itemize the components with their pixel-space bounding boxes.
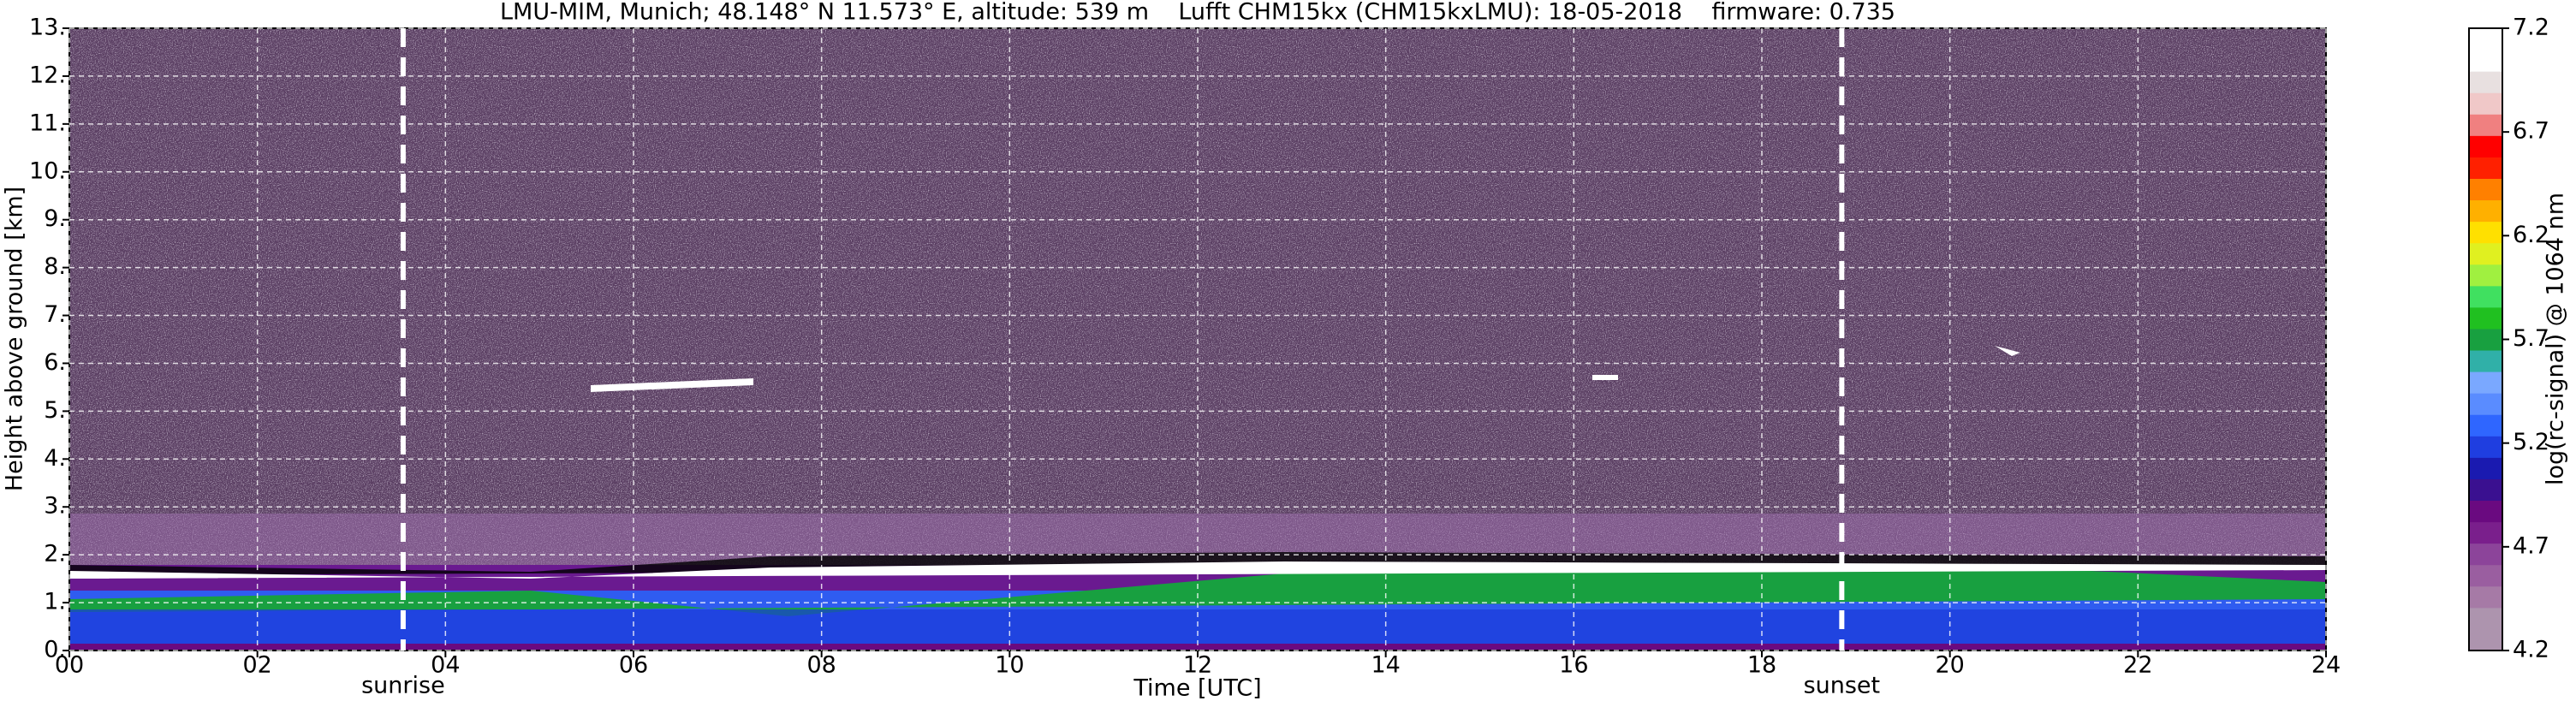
colorbar-label: log(rc-signal) @ 1064 nm — [2543, 193, 2569, 485]
colorbar-swatch — [2469, 500, 2502, 523]
colorbar-swatch — [2469, 457, 2502, 479]
colorbar-swatch — [2469, 199, 2502, 223]
colorbar-swatch — [2469, 285, 2502, 308]
colorbar-swatch — [2469, 50, 2502, 72]
y-tick-label: 2. — [44, 541, 66, 567]
annotation-label: sunset — [1804, 673, 1881, 699]
colorbar-swatch — [2469, 71, 2502, 93]
colorbar-tick-label: 6.2 — [2513, 222, 2549, 248]
x-tick-label: 20 — [1935, 652, 1964, 679]
x-tick-label: 22 — [2123, 652, 2152, 679]
colorbar-swatch — [2469, 135, 2502, 157]
x-tick-label: 06 — [619, 652, 648, 679]
colorbar-swatch — [2469, 264, 2502, 287]
colorbar-swatch — [2469, 242, 2502, 265]
colorbar-swatch — [2469, 478, 2502, 502]
colorbar-swatch — [2469, 628, 2502, 651]
y-tick-label: 8. — [44, 253, 66, 280]
colorbar-tick-label: 4.2 — [2513, 637, 2549, 663]
y-axis-label: Height above ground [km] — [2, 187, 28, 491]
y-tick-label: 13. — [29, 15, 66, 41]
colorbar-swatch — [2469, 607, 2502, 630]
x-tick-label: 04 — [431, 652, 460, 679]
x-tick-label: 16 — [1559, 652, 1588, 679]
colorbar-tick-label: 7.2 — [2513, 15, 2549, 41]
colorbar-tick-label: 6.7 — [2513, 118, 2549, 145]
colorbar-swatch — [2469, 350, 2502, 372]
y-tick-label: 6. — [44, 349, 66, 376]
colorbar-swatch — [2469, 28, 2502, 50]
colorbar-swatch — [2469, 564, 2502, 587]
colorbar-swatch — [2469, 414, 2502, 437]
annotation-label: sunrise — [361, 673, 445, 699]
y-tick-label: 7. — [44, 301, 66, 328]
colorbar-tick-label: 4.7 — [2513, 532, 2549, 559]
x-tick-label: 10 — [995, 652, 1024, 679]
y-tick-label: 10. — [29, 157, 66, 184]
x-tick-label: 12 — [1183, 652, 1212, 679]
colorbar-swatch — [2469, 221, 2502, 244]
colorbar-swatch — [2469, 92, 2502, 115]
y-tick-label: 11. — [29, 110, 66, 136]
colorbar-swatch — [2469, 393, 2502, 415]
x-tick-label: 08 — [806, 652, 836, 679]
y-tick-label: 12. — [29, 62, 66, 88]
colorbar-swatch — [2469, 585, 2502, 609]
colorbar-swatch — [2469, 371, 2502, 394]
x-axis-label: Time [UTC] — [1133, 675, 1261, 702]
colorbar-swatch — [2469, 178, 2502, 201]
colorbar-swatch — [2469, 114, 2502, 136]
colorbar-swatch — [2469, 306, 2502, 330]
x-tick-label: 02 — [242, 652, 271, 679]
y-tick-label: 4. — [44, 445, 66, 472]
y-tick-label: 3. — [44, 493, 66, 520]
x-tick-label: 14 — [1371, 652, 1400, 679]
colorbar-swatch — [2469, 436, 2502, 458]
x-tick-label: 18 — [1747, 652, 1776, 679]
colorbar-tick-label: 5.2 — [2513, 429, 2549, 455]
y-tick-label: 9. — [44, 205, 66, 232]
colorbar-swatch — [2469, 521, 2502, 544]
colorbar-tick-label: 5.7 — [2513, 325, 2549, 352]
colorbar-swatch — [2469, 328, 2502, 351]
y-tick-label: 1. — [44, 589, 66, 615]
y-tick-label: 5. — [44, 397, 66, 424]
colorbar-swatch — [2469, 157, 2502, 179]
chart-title: LMU-MIM, Munich; 48.148° N 11.573° E, al… — [500, 0, 1895, 26]
x-tick-label: 24 — [2311, 652, 2341, 679]
colorbar-swatch — [2469, 543, 2502, 566]
y-tick-label: 0. — [44, 637, 66, 663]
x-tick-label: 00 — [55, 652, 84, 679]
